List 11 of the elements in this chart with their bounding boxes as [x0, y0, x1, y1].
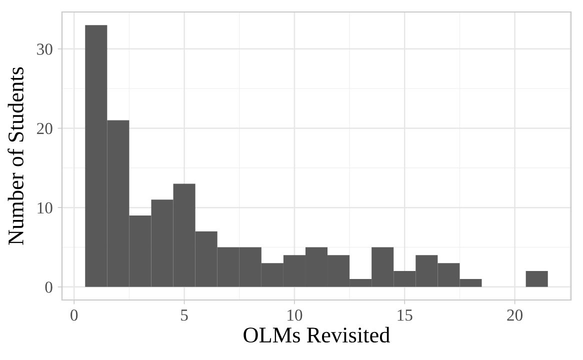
x-tick-label: 0	[70, 310, 78, 321]
x-axis-title: OLMs Revisited	[244, 326, 390, 343]
x-tick-label: 20	[507, 310, 523, 321]
y-tick-label: 20	[37, 122, 52, 134]
y-tick-label: 30	[37, 44, 52, 55]
y-tick-label: 10	[38, 202, 52, 214]
x-tick-label: 5	[181, 310, 188, 321]
y-tick-label: 0	[45, 282, 52, 293]
y-axis-title: Number of Students	[8, 67, 24, 245]
x-tick-label: 10	[288, 310, 302, 321]
x-tick-label: 15	[398, 310, 412, 321]
